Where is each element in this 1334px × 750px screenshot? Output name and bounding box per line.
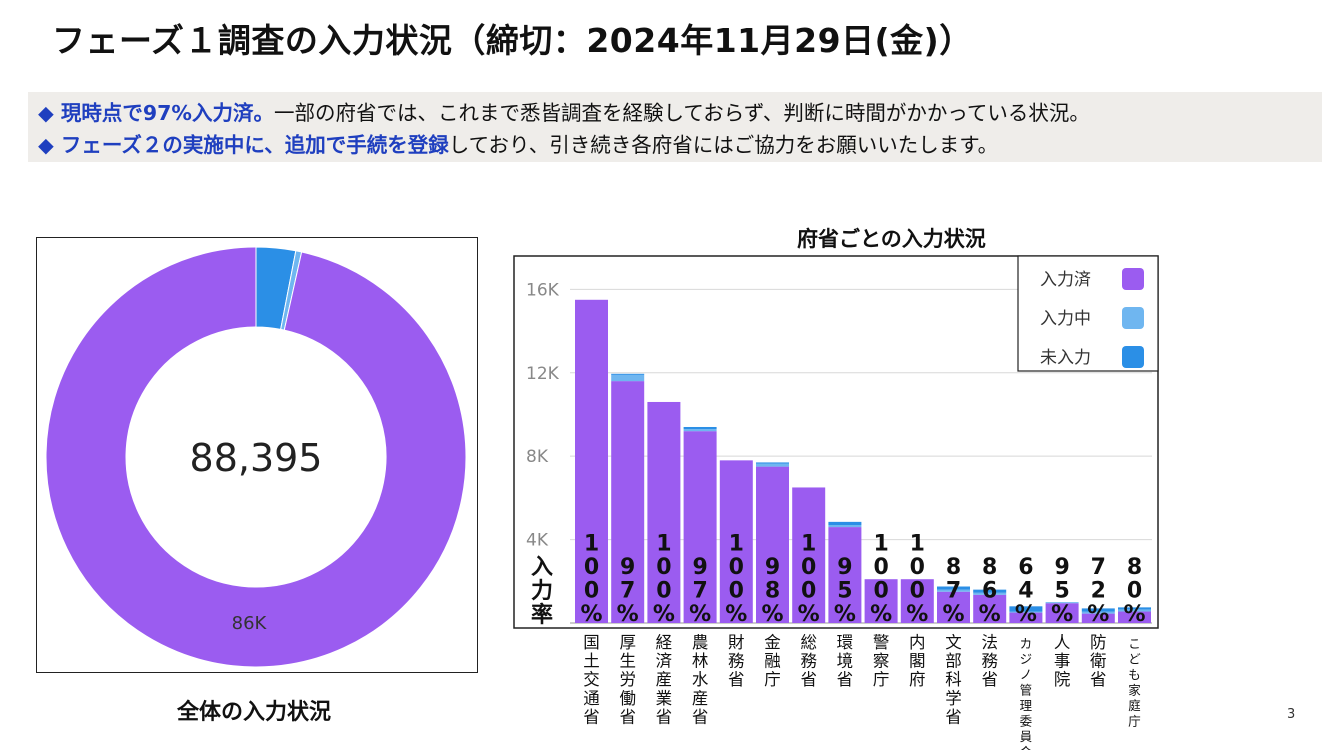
category-label: 人事院 <box>1054 633 1071 689</box>
rate-label: 1 0 0% <box>906 532 928 628</box>
y-tick-label: 16K <box>526 280 560 300</box>
rate-label: 9 7% <box>689 555 711 627</box>
bar-not-entered <box>1118 607 1151 610</box>
bar-in-progress <box>1118 609 1151 612</box>
rate-label: 6 4% <box>1015 555 1037 627</box>
bar-not-entered <box>828 521 862 525</box>
legend-swatch <box>1122 307 1144 329</box>
rate-label: 1 0 0% <box>653 532 675 628</box>
category-label: 文部科学省 <box>945 633 962 726</box>
bar-done <box>1118 611 1151 623</box>
rate-label: 1 0 0% <box>798 532 820 628</box>
bar-chart-title: 府省ごとの入力状況 <box>797 227 986 251</box>
category-label: こども家庭庁 <box>1128 636 1141 729</box>
bar-done <box>864 579 898 623</box>
bar-not-entered <box>973 589 1007 593</box>
legend-swatch <box>1122 268 1144 290</box>
rate-label: 9 7% <box>617 555 639 627</box>
bar-done <box>1081 613 1115 623</box>
bar-done <box>900 579 934 623</box>
rate-label: 9 5% <box>1051 555 1073 627</box>
bar-not-entered <box>1081 608 1115 612</box>
rate-label: 9 8% <box>761 555 783 627</box>
legend-label: 入力中 <box>1040 309 1091 329</box>
bar-chart: 4K 8K 12K 16K 1 0 0 % 国土交通省 9 7 % 厚生労働省 1 0 0 % 経済産業省 9 7 % 農… <box>513 255 1159 750</box>
summary-notes: ◆ 現時点で97%入力済。一部の府省では、これまで悉皆調査を経験しておらず、判断… <box>28 92 1322 162</box>
note-2-highlight: ◆ フェーズ２の実施中に、追加で手続を登録 <box>38 133 449 157</box>
bar-done <box>683 431 717 623</box>
bar-done <box>575 299 608 623</box>
rate-label: 8 7% <box>942 555 964 627</box>
bar-not-entered <box>683 426 717 430</box>
rate-label: 1 0 0% <box>580 532 602 628</box>
donut-slice-label: 86K <box>232 613 268 634</box>
note-1-highlight: ◆ 現時点で97%入力済。 <box>38 101 274 125</box>
donut-center-label: 88,395 <box>190 436 323 480</box>
category-label: 警察庁 <box>873 633 890 689</box>
note-1-text: 一部の府省では、これまで悉皆調査を経験しておらず、判断に時間がかかっている状況。 <box>273 101 1090 125</box>
y-tick-label: 8K <box>526 447 549 467</box>
page-number: 3 <box>1287 707 1296 722</box>
rate-label: 8 6% <box>979 555 1001 627</box>
category-label: 内閣府 <box>909 633 926 689</box>
donut-chart: 88,395 86K <box>45 246 467 668</box>
category-label: 国土交通省 <box>583 633 600 726</box>
note-line-1: ◆ 現時点で97%入力済。一部の府省では、これまで悉皆調査を経験しておらず、判断… <box>38 96 1090 126</box>
legend-swatch <box>1122 346 1144 368</box>
category-label: 財務省 <box>728 633 745 689</box>
rate-label: 9 5% <box>834 555 856 627</box>
bar-in-progress <box>1081 611 1115 614</box>
bar-in-progress <box>1009 611 1043 613</box>
bar-done <box>828 527 862 623</box>
donut-slice-done <box>45 246 467 668</box>
bar-in-progress <box>611 374 645 382</box>
rate-row-label: 入力率 <box>531 555 553 628</box>
bar-in-progress <box>1045 602 1079 604</box>
category-label: 農林水産省 <box>692 633 709 726</box>
bar-in-progress <box>937 589 970 592</box>
donut-chart-frame: 88,395 86K <box>36 237 478 673</box>
rate-label: 1 0 0% <box>725 532 747 628</box>
bar-done <box>756 466 789 623</box>
bar-not-entered <box>611 373 645 375</box>
bar-done <box>647 401 681 623</box>
category-label: 厚生労働省 <box>619 633 636 726</box>
bar-not-entered <box>1009 606 1043 612</box>
category-label: 環境省 <box>837 633 854 689</box>
category-label: 金融庁 <box>764 633 781 689</box>
y-tick-label: 4K <box>526 531 549 551</box>
bar-not-entered <box>756 462 789 464</box>
bar-in-progress <box>973 592 1007 595</box>
bar-in-progress <box>756 463 789 467</box>
page-title: フェーズ１調査の入力状況（締切：2024年11月29日(金)） <box>52 21 973 60</box>
donut-caption: 全体の入力状況 <box>177 700 332 725</box>
bar-not-entered <box>937 586 970 590</box>
bar-done <box>937 591 970 623</box>
bar-done <box>1045 603 1079 623</box>
y-tick-label: 12K <box>526 364 560 384</box>
rate-label: 8 0% <box>1123 555 1145 627</box>
category-label: カジノ管理委員会 <box>1020 636 1033 750</box>
legend-label: 入力済 <box>1040 270 1091 290</box>
bar-done <box>792 487 826 623</box>
bar-in-progress <box>828 524 862 528</box>
rate-label: 1 0 0% <box>870 532 892 628</box>
bar-done <box>973 594 1007 623</box>
note-2-text: しており、引き続き各府省にはご協力をお願いいたします。 <box>448 133 999 157</box>
category-label: 法務省 <box>981 633 998 689</box>
category-label: 防衛省 <box>1090 633 1107 689</box>
bar-done <box>719 460 753 623</box>
bar-in-progress <box>683 429 717 432</box>
bar-done <box>611 381 645 623</box>
category-label: 総務省 <box>800 633 817 689</box>
legend-label: 未入力 <box>1040 348 1091 368</box>
rate-label: 7 2% <box>1087 555 1109 627</box>
bar-done <box>1009 612 1043 623</box>
note-line-2: ◆ フェーズ２の実施中に、追加で手続を登録しており、引き続き各府省にはご協力をお… <box>38 128 998 158</box>
category-label: 経済産業省 <box>656 633 673 726</box>
